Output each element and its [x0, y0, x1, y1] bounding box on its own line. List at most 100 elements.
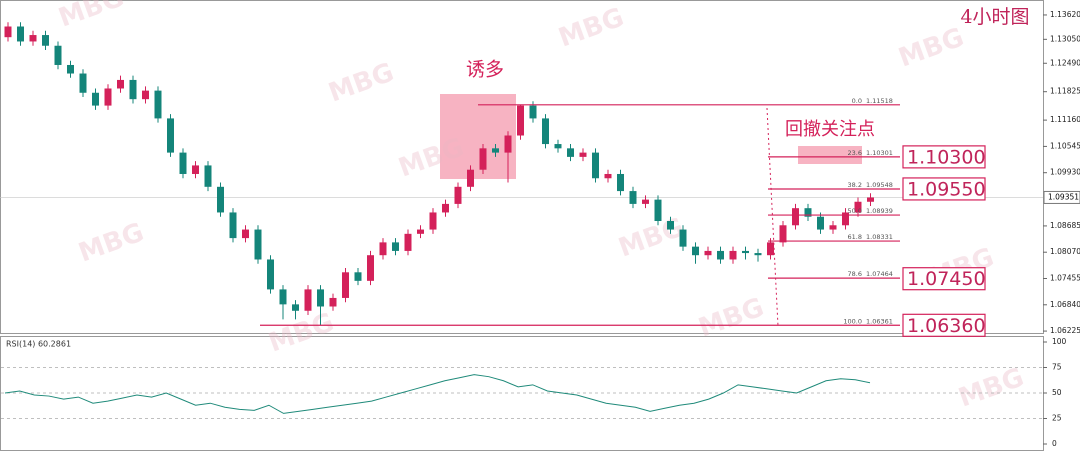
candle-body [604, 173, 612, 179]
key-level-label: 1.10300 [907, 146, 986, 168]
candle-body [492, 148, 499, 153]
candle-body [667, 221, 674, 230]
key-level-label: 1.07450 [907, 268, 986, 290]
y-tick-label: 1.12490 [1050, 58, 1080, 67]
candle-body [579, 152, 587, 157]
candle-body [479, 148, 487, 170]
candle-body [192, 165, 199, 174]
candle-body [467, 169, 474, 187]
annotation: 诱多 [466, 59, 504, 81]
y-tick-label: 1.10545 [1050, 141, 1080, 150]
fib-price: 1.11518 [866, 97, 893, 105]
y-tick-label: 1.11825 [1050, 87, 1080, 96]
candle-body [229, 212, 237, 239]
main-panel [0, 0, 1044, 334]
candle-body [329, 297, 337, 307]
retrace-guide [766, 107, 779, 327]
candle-body [517, 105, 524, 136]
current-price-label: 1.09351 [1048, 192, 1079, 201]
candle-body [567, 148, 574, 157]
candle-body [379, 242, 387, 256]
candle-body [554, 144, 562, 149]
y-tick-label: 1.06840 [1050, 300, 1080, 309]
fib-ratio: 100.0 [843, 317, 862, 325]
candle-body [692, 246, 699, 256]
y-tick-label: 1.11160 [1050, 115, 1080, 124]
candle-body [804, 208, 812, 217]
timeframe: 4小时图 [960, 6, 1029, 28]
y-tick-label: 1.13620 [1050, 10, 1080, 19]
candle-body [242, 229, 249, 239]
candle-body [629, 191, 637, 204]
candle-body [204, 165, 212, 187]
candle-body [779, 225, 787, 243]
fib-price: 1.09548 [866, 181, 893, 189]
candle-body [54, 45, 62, 65]
fib-ratio: 0.0 [852, 97, 862, 105]
watch-zone [798, 146, 862, 164]
key-level-label: 1.09550 [907, 178, 986, 200]
annotation: 回撤关注点 [785, 119, 875, 140]
fib-ratio: 38.2 [848, 181, 862, 189]
y-tick-label: 1.09930 [1050, 168, 1080, 177]
fib-price: 1.08331 [866, 233, 893, 241]
candle-body [154, 90, 162, 119]
candle-body [267, 259, 274, 290]
candle-body [504, 135, 512, 153]
y-tick-label: 100 [1052, 337, 1067, 346]
candle-body [342, 272, 349, 298]
key-level-box [902, 145, 986, 169]
fib-ratio: 78.6 [848, 270, 862, 278]
candle-body [617, 173, 624, 192]
candle-body [817, 216, 824, 230]
fib-ratio: 23.6 [848, 149, 862, 157]
candle-body [679, 229, 687, 247]
fib-price: 1.08939 [866, 207, 893, 215]
candle-body [754, 253, 762, 256]
candle-body [292, 304, 299, 311]
key-level-box [902, 267, 986, 291]
y-tick-label: 75 [1052, 363, 1062, 372]
key-level-label: 1.06360 [907, 315, 986, 337]
candle-body [17, 26, 24, 42]
key-level-box [902, 313, 986, 337]
candle-body [29, 35, 37, 42]
candle-body [792, 208, 799, 226]
y-tick-label: 0 [1052, 439, 1057, 448]
candle-body [279, 289, 287, 305]
rsi-title: RSI(14) 60.2861 [6, 340, 71, 349]
candle-body [217, 186, 224, 213]
candle-body [854, 201, 862, 213]
candle-body [142, 90, 149, 100]
candle-body [842, 212, 849, 226]
y-tick-label: 1.13050 [1050, 34, 1080, 43]
candle-body [642, 199, 649, 204]
candle-body [254, 229, 262, 260]
candle-body [117, 79, 124, 89]
y-tick-label: 1.08070 [1050, 247, 1080, 256]
candle-body [42, 35, 49, 46]
candle-body [654, 199, 662, 222]
candle-body [742, 250, 749, 254]
candle-body [717, 250, 724, 260]
trap-zone [440, 94, 516, 179]
candle-body [92, 92, 99, 106]
candle-body [304, 289, 312, 311]
candle-body [354, 272, 362, 281]
current-price-box [1043, 190, 1080, 204]
key-level-box [902, 177, 986, 201]
candle-body [442, 203, 449, 213]
candle-body [367, 255, 374, 281]
y-tick-label: 25 [1052, 414, 1062, 423]
candle-body [392, 242, 399, 251]
fib-ratio: 50.0 [848, 207, 862, 215]
fib-price: 1.07464 [866, 270, 893, 278]
candle-body [317, 289, 324, 307]
candle-body [104, 88, 112, 106]
candle-body [867, 197, 874, 202]
y-tick-label: 50 [1052, 388, 1062, 397]
candle-body [829, 225, 837, 230]
y-tick-label: 1.06225 [1050, 326, 1080, 335]
candle-body [767, 242, 774, 256]
